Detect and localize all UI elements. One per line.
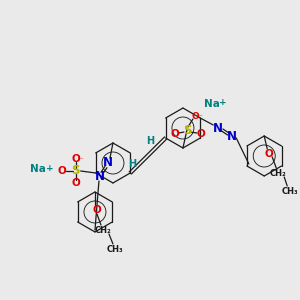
Text: +: +	[46, 164, 53, 173]
Text: O: O	[196, 129, 205, 139]
Text: CH₂: CH₂	[270, 169, 286, 178]
Text: O: O	[171, 129, 179, 139]
Text: O: O	[57, 166, 66, 176]
Text: N: N	[103, 157, 113, 169]
Text: O: O	[71, 154, 80, 164]
Text: S: S	[71, 164, 80, 178]
Text: CH₂: CH₂	[94, 226, 111, 236]
Text: ⁻: ⁻	[198, 114, 202, 120]
Text: N: N	[213, 122, 223, 134]
Text: O: O	[93, 205, 101, 215]
Text: CH₃: CH₃	[282, 188, 298, 196]
Text: Na: Na	[204, 99, 220, 109]
Text: CH₃: CH₃	[106, 245, 123, 254]
Text: O: O	[191, 112, 199, 121]
Text: N: N	[95, 170, 105, 184]
Text: S: S	[183, 124, 191, 136]
Text: ⁻: ⁻	[80, 157, 83, 163]
Text: H: H	[128, 159, 136, 169]
Text: +: +	[219, 98, 227, 106]
Text: Na: Na	[30, 164, 46, 174]
Text: O: O	[71, 178, 80, 188]
Text: O: O	[265, 149, 274, 159]
Text: H: H	[146, 136, 154, 146]
Text: N: N	[227, 130, 237, 142]
